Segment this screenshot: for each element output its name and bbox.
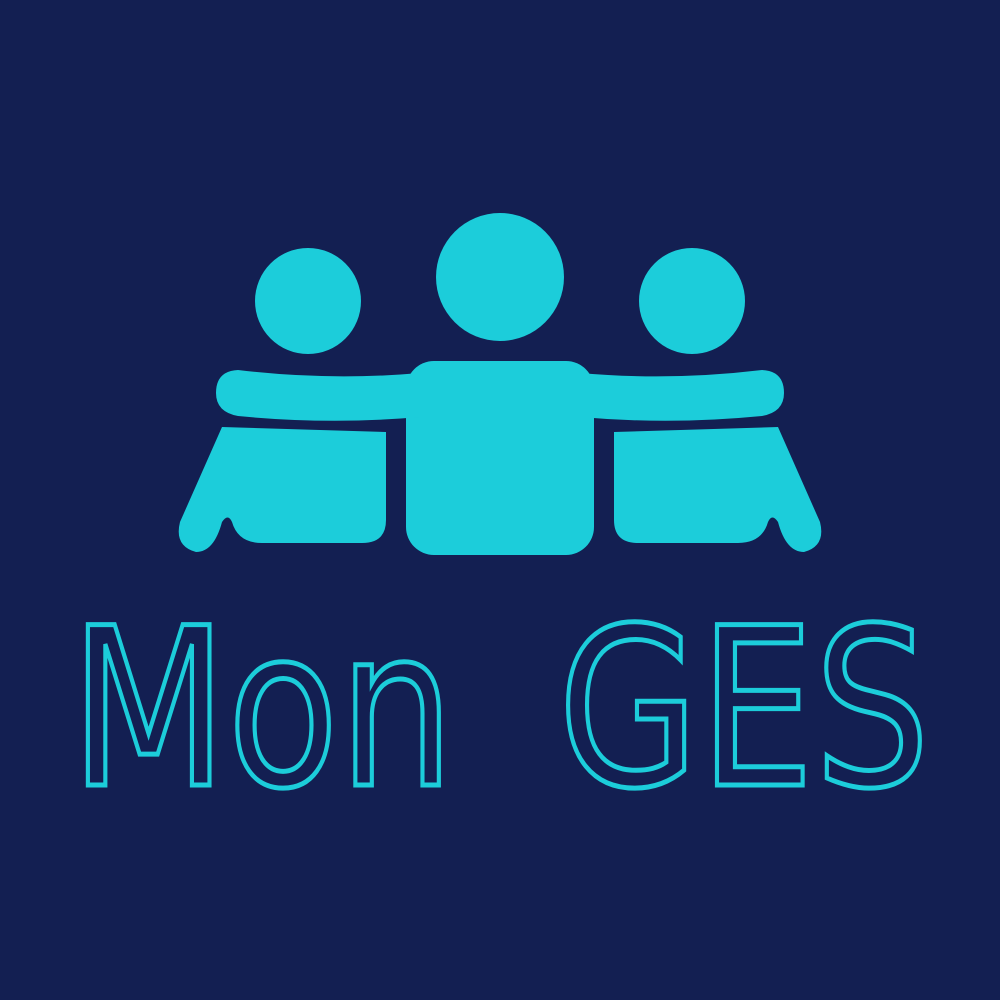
wordmark-mon: Mon: [70, 590, 454, 810]
app-name-wordmark: Mon GES: [68, 590, 933, 810]
wordmark-text: Mon GES: [70, 590, 930, 810]
wordmark-ges: GES: [558, 590, 930, 810]
